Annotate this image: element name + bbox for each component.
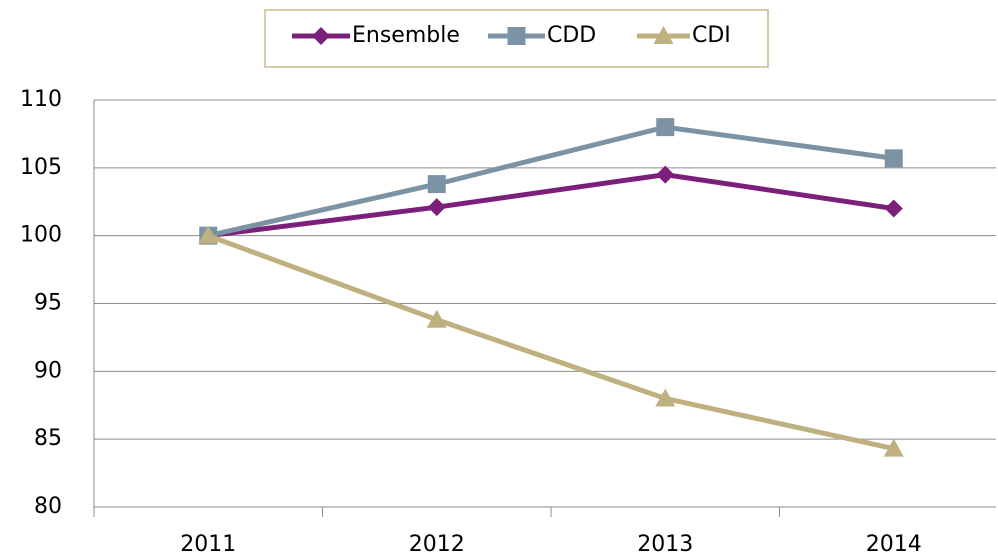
legend-label: Ensemble [352, 23, 460, 48]
data-point [884, 149, 903, 168]
data-point [656, 165, 675, 184]
data-point [884, 199, 903, 218]
legend-label: CDD [547, 23, 596, 48]
x-tick-label: 2014 [866, 532, 922, 556]
y-tick-label: 100 [20, 223, 62, 248]
x-tick-label: 2011 [180, 532, 236, 556]
data-point [427, 198, 446, 217]
y-tick-label: 110 [20, 87, 62, 112]
x-tick-label: 2013 [637, 532, 693, 556]
legend-marker [653, 26, 674, 44]
y-tick-label: 105 [20, 155, 62, 180]
data-point [883, 438, 904, 457]
legend-label: CDI [692, 23, 731, 48]
data-point [198, 225, 219, 244]
legend-marker [312, 27, 330, 45]
y-tick-label: 80 [34, 494, 62, 519]
series-line [207, 124, 895, 239]
series-line [207, 233, 895, 452]
y-tick-label: 85 [34, 426, 62, 451]
data-point [656, 118, 675, 137]
x-tick-label: 2012 [409, 532, 465, 556]
y-tick-label: 90 [34, 358, 62, 383]
series-line [207, 172, 895, 239]
data-point [426, 309, 447, 328]
data-point [655, 388, 676, 407]
y-tick-label: 95 [34, 291, 62, 316]
data-point [427, 175, 446, 194]
legend-marker [507, 27, 526, 45]
